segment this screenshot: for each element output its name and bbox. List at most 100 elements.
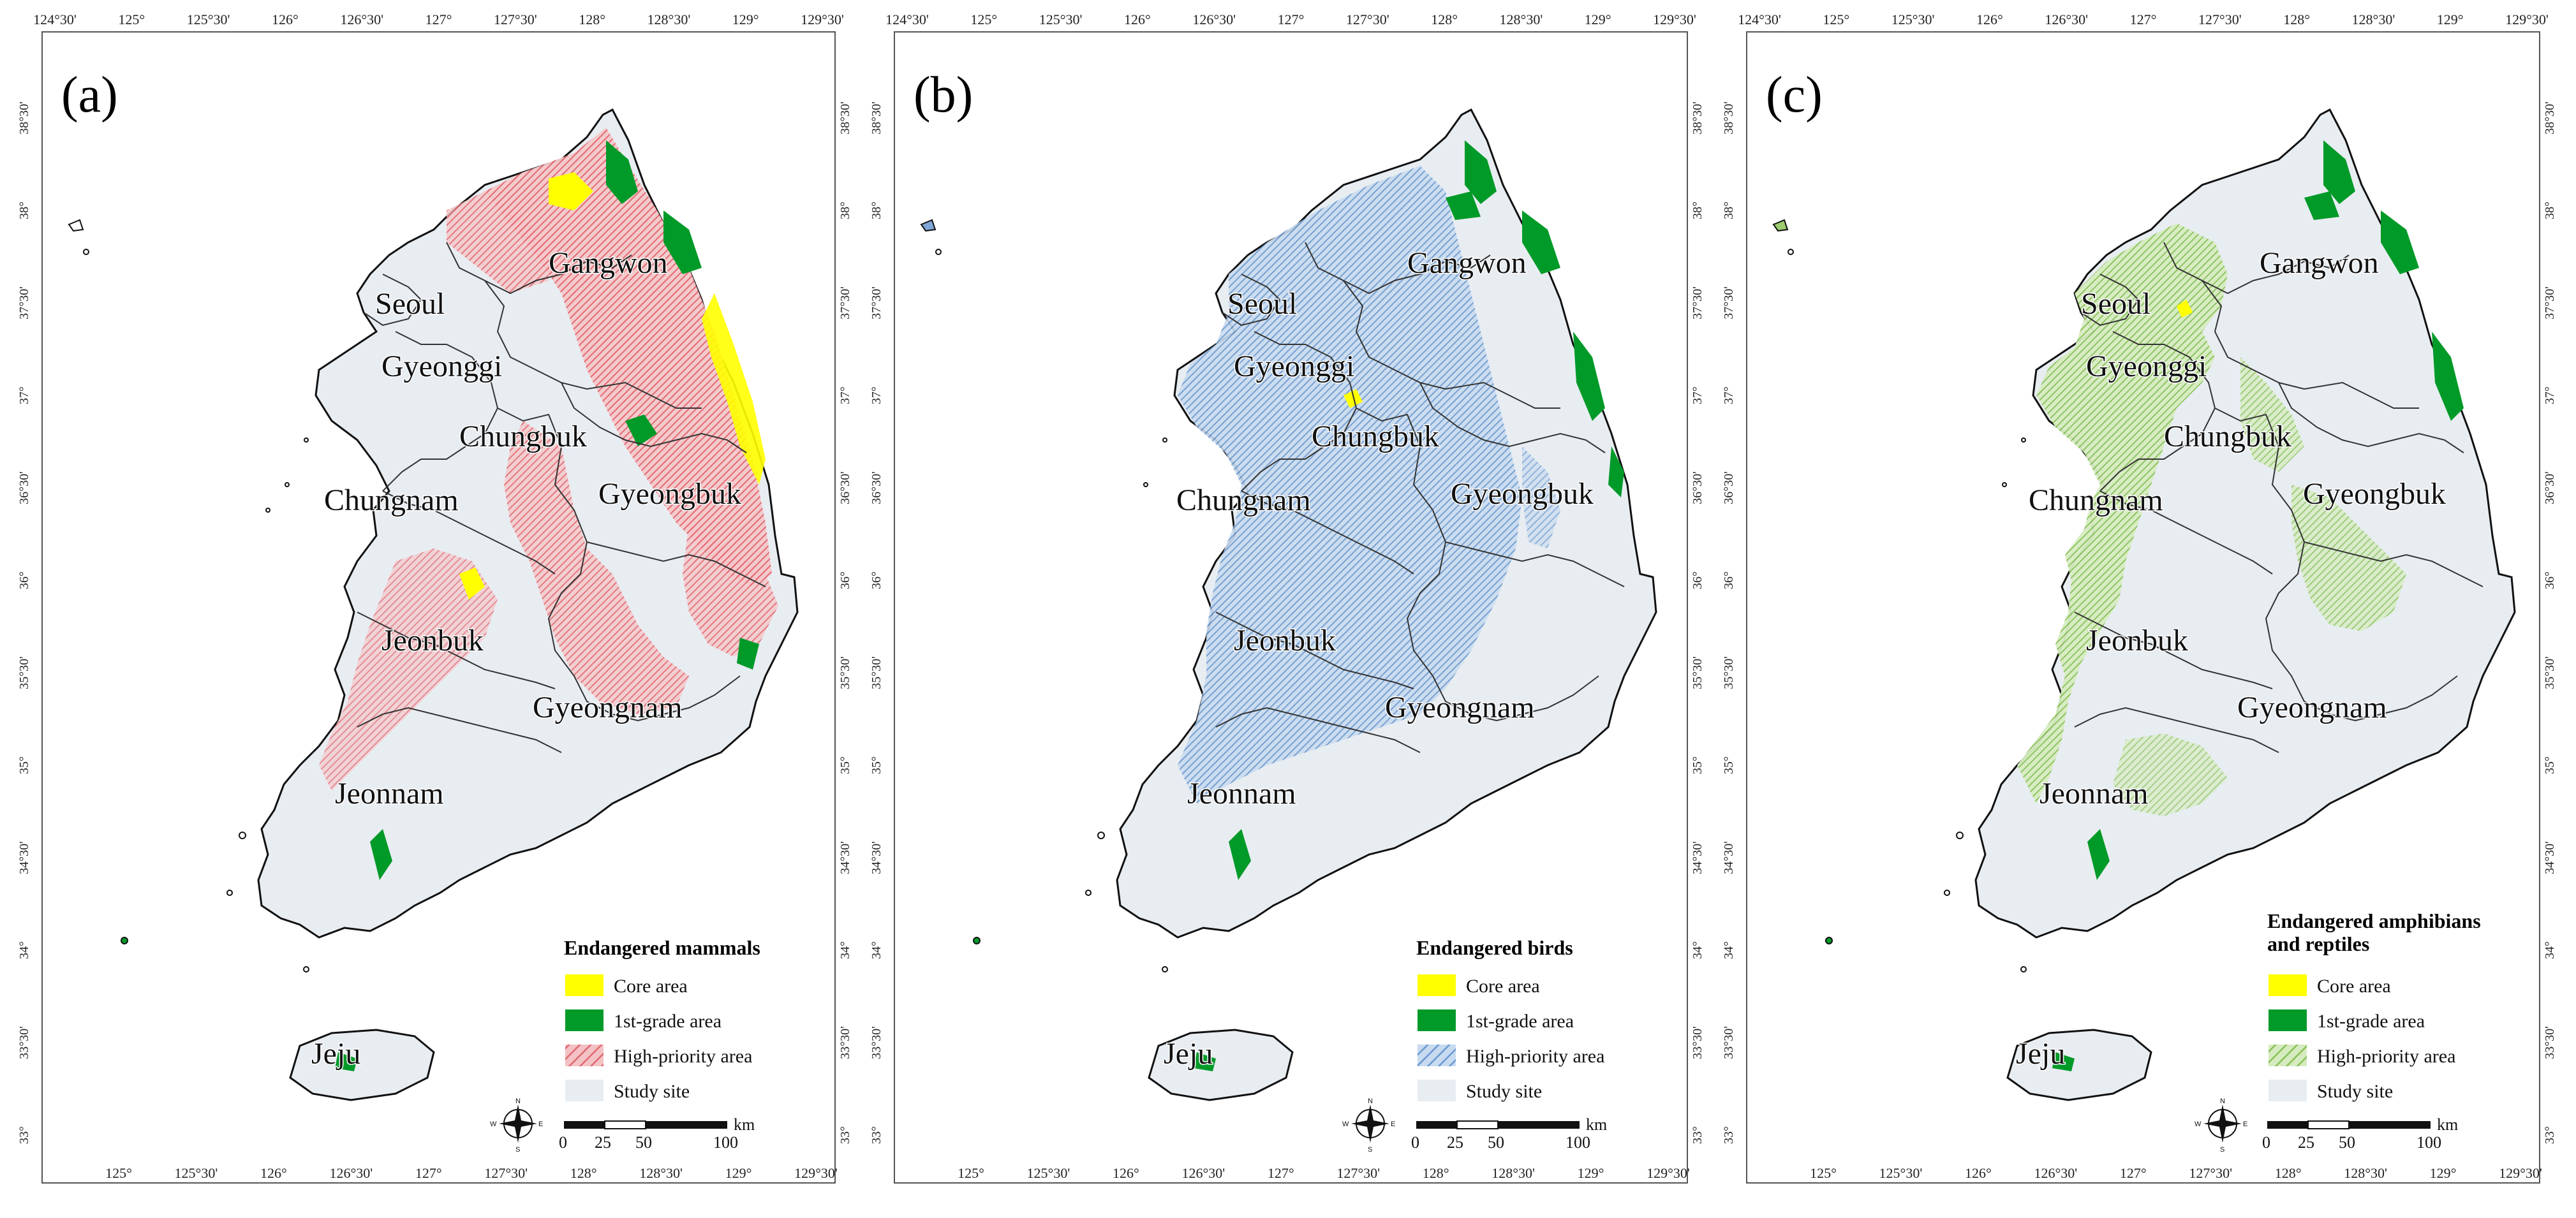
- region-label-gyeongnam: Gyeongnam: [533, 691, 683, 724]
- legend-title: Endangered birds: [1416, 936, 1573, 959]
- tick-label-bottom: 128°: [1423, 1165, 1449, 1181]
- legend-title-line-2: and reptiles: [2267, 932, 2369, 955]
- tick-label-bottom: 127°30': [484, 1165, 528, 1181]
- tick-label-side: 34°30': [838, 841, 852, 874]
- tick-label-side: 35°30': [870, 656, 884, 689]
- region-label-seoul: Seoul: [2081, 287, 2150, 321]
- region-label-gyeonggi: Gyeonggi: [381, 349, 502, 383]
- region-label-jeonnam: Jeonnam: [335, 777, 444, 811]
- tick-label-side: 33°30': [870, 1026, 884, 1059]
- svg-text:100: 100: [1566, 1133, 1590, 1152]
- tick-label-side: 35°30': [1691, 656, 1705, 689]
- bottom-ticks: 125° 125°30' 126° 126°30' 127° 127°30' 128° 128…: [958, 1165, 1690, 1181]
- map-svg-a: 124°30' 125° 125°30' 126° 126°30' 127° 127°30'…: [17, 11, 852, 1184]
- tick-label-side: 34°30': [17, 841, 31, 874]
- legend: Endangered birds Core area 1st-grade are…: [1416, 936, 1604, 1102]
- svg-text:S: S: [515, 1146, 520, 1154]
- tick-label-side: 35°30': [1722, 656, 1736, 689]
- region-label-jeju: Jeju: [1164, 1037, 1213, 1071]
- svg-text:50: 50: [635, 1133, 652, 1152]
- tick-label-side: 37°: [870, 386, 884, 404]
- tick-label-side: 38°30': [1722, 101, 1736, 135]
- svg-text:N: N: [515, 1097, 521, 1105]
- tick-label-top: 126°: [1976, 11, 2003, 27]
- tick-label-side: 36°30': [838, 471, 852, 504]
- tick-label-side: 34°30': [1691, 841, 1705, 874]
- region-label-gyeongnam: Gyeongnam: [1385, 691, 1535, 724]
- legend-swatch-core: [1418, 974, 1456, 996]
- tick-label-side: 36°30': [870, 471, 884, 504]
- region-label-jeonnam: Jeonnam: [1187, 777, 1296, 811]
- tick-label-bottom: 128°30': [2344, 1165, 2387, 1181]
- tick-label-side: 35°: [1691, 756, 1705, 774]
- tick-label-top: 128°: [2283, 11, 2310, 27]
- region-label-jeju: Jeju: [2016, 1037, 2065, 1071]
- tick-label-side: 35°: [838, 756, 852, 774]
- bottom-ticks: 125° 125°30' 126° 126°30' 127° 127°30' 128° 128…: [1810, 1165, 2542, 1181]
- tick-label-side: 33°: [870, 1126, 884, 1144]
- svg-text:25: 25: [595, 1133, 611, 1152]
- tick-label-bottom: 127°: [1268, 1165, 1294, 1181]
- tick-label-top: 129°30': [2505, 11, 2549, 27]
- first-grade-area-1: [606, 140, 638, 204]
- tick-label-bottom: 125°30': [175, 1165, 218, 1181]
- tick-label-side: 36°30': [17, 471, 31, 504]
- tick-label-bottom: 127°: [2120, 1165, 2147, 1181]
- tick-label-side: 37°30': [1722, 286, 1736, 319]
- tick-label-side: 36°30': [1691, 471, 1705, 504]
- svg-text:25: 25: [1447, 1133, 1463, 1152]
- tick-label-side: 36°: [17, 571, 31, 589]
- region-label-gyeongbuk: Gyeongbuk: [598, 477, 741, 511]
- tick-label-top: 129°30': [801, 11, 844, 27]
- legend-swatch-study-site: [2269, 1080, 2307, 1101]
- first-grade-area-3: [2432, 332, 2464, 421]
- tick-label-bottom: 126°: [1965, 1165, 1992, 1181]
- tick-label-side: 38°: [17, 202, 31, 219]
- legend-label-core: Core area: [2317, 976, 2391, 997]
- scale-bar: 0 25 50 100 km: [2262, 1115, 2458, 1152]
- svg-text:0: 0: [1411, 1133, 1419, 1152]
- tick-label-side: 35°: [17, 756, 31, 774]
- tick-label-top: 125°30': [187, 11, 230, 27]
- tick-label-side: 38°: [870, 202, 884, 219]
- legend: Endangered amphibians and reptiles Core …: [2267, 909, 2481, 1102]
- tick-label-top: 127°30': [2198, 11, 2242, 27]
- legend-swatch-core: [565, 974, 603, 996]
- tick-label-bottom: 125°30': [1027, 1165, 1070, 1181]
- tick-label-bottom: 125°: [1810, 1165, 1837, 1181]
- tick-label-side: 37°: [2543, 386, 2557, 404]
- svg-text:S: S: [2220, 1146, 2224, 1154]
- legend-label-high-priority: High-priority area: [614, 1046, 752, 1067]
- bottom-ticks: 125° 125°30' 126° 126°30' 127° 127°30' 128° 128…: [105, 1165, 838, 1181]
- legend-label-first-grade: 1st-grade area: [2317, 1011, 2425, 1032]
- tick-label-side: 38°30': [17, 101, 31, 135]
- legend-swatch-high-priority: [2269, 1045, 2307, 1066]
- legend: Endangered mammals Core area 1st-grade a…: [564, 936, 760, 1102]
- tick-label-side: 35°30': [17, 656, 31, 689]
- top-ticks: 124°30' 125° 125°30' 126° 126°30' 127° 127°30'…: [1738, 11, 2549, 27]
- first-grade-area-jeju: [2052, 1052, 2075, 1071]
- legend-swatch-first-grade: [565, 1009, 603, 1031]
- legend-swatch-high-priority: [1418, 1045, 1456, 1066]
- tick-label-bottom: 126°: [1113, 1165, 1139, 1181]
- first-grade-area-1: [2323, 140, 2355, 204]
- tick-label-top: 124°30': [885, 11, 929, 27]
- legend-label-study-site: Study site: [2317, 1081, 2393, 1102]
- tick-label-top: 127°30': [494, 11, 537, 27]
- tick-label-side: 35°30': [838, 656, 852, 689]
- tick-label-top: 128°: [579, 11, 605, 27]
- tick-label-side: 34°: [17, 941, 31, 959]
- first-grade-area-3: [1573, 332, 1605, 421]
- tick-label-top: 125°30': [1039, 11, 1083, 27]
- tick-label-top: 128°: [1431, 11, 1458, 27]
- tick-label-top: 124°30': [1738, 11, 1781, 27]
- tick-label-bottom: 128°: [570, 1165, 597, 1181]
- tick-label-side: 38°30': [1691, 101, 1705, 135]
- tick-label-side: 37°: [838, 386, 852, 404]
- legend-swatch-first-grade: [1418, 1009, 1456, 1031]
- region-label-chungnam: Chungnam: [324, 483, 459, 517]
- svg-text:W: W: [490, 1120, 497, 1128]
- svg-text:E: E: [2243, 1120, 2247, 1128]
- svg-text:E: E: [1391, 1120, 1395, 1128]
- coastal-islands: [920, 219, 1168, 972]
